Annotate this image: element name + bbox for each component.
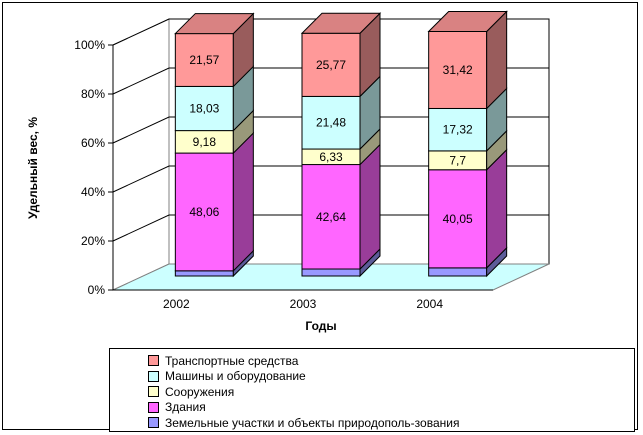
legend-label: Земельные участки и объекты природополь-…: [165, 415, 460, 430]
data-label: 21,57: [189, 53, 219, 67]
x-axis-title: Годы: [305, 319, 336, 333]
legend-item: Машины и оборудование: [148, 369, 306, 384]
gridline: [112, 214, 549, 242]
bar-segment: [174, 270, 234, 277]
bar-top: [427, 10, 508, 32]
data-label: 6,33: [319, 150, 343, 164]
bar-segment: [174, 152, 234, 272]
y-tick-label: 40%: [81, 185, 105, 199]
x-tick-label: 2004: [416, 297, 443, 311]
data-label: 31,42: [443, 63, 473, 77]
bar-side: [232, 131, 254, 273]
bar-top: [174, 13, 255, 35]
bar-segment: [301, 268, 361, 277]
gridline: [112, 116, 549, 144]
side-wall: [112, 18, 170, 291]
gridline: [112, 18, 549, 46]
y-tick-label: 20%: [81, 234, 105, 248]
bar-segment: [428, 267, 488, 277]
x-tick-label: 2003: [290, 297, 317, 311]
legend-label: Здания: [165, 400, 206, 414]
bar-segment: [301, 164, 361, 270]
y-tick-label: 60%: [81, 136, 105, 150]
legend-item: Сооружения: [148, 384, 234, 399]
bar-segment: [428, 169, 488, 269]
data-label: 9,18: [193, 135, 217, 149]
gridline: [112, 67, 549, 95]
legend-label: Машины и оборудование: [165, 369, 306, 383]
legend-item: Транспортные средства: [148, 353, 298, 368]
chart-frame: 0%20%40%60%80%100%2,1148,069,1818,0321,5…: [2, 2, 638, 432]
bar-segment: [174, 33, 234, 87]
y-tick-label: 0%: [88, 283, 106, 297]
legend-item: Земельные участки и объекты природополь-…: [148, 415, 459, 430]
y-tick-label: 80%: [81, 87, 105, 101]
data-label: 42,64: [316, 210, 346, 224]
legend-swatch: [148, 401, 159, 413]
legend-item: Здания: [148, 400, 206, 415]
chart-plot: 0%20%40%60%80%100%2,1148,069,1818,0321,5…: [26, 10, 550, 333]
legend-label: Сооружения: [165, 384, 235, 399]
x-tick-label: 2002: [163, 297, 190, 311]
legend: Транспортные средства Машины и оборудован…: [109, 348, 635, 432]
gridline: [112, 165, 549, 193]
bar-side: [359, 143, 381, 271]
bar-segment: [428, 30, 488, 109]
data-label: 25,77: [316, 58, 346, 72]
y-axis-title: Удельный вес, %: [26, 117, 40, 219]
legend-swatch: [148, 417, 159, 428]
data-label: 17,32: [443, 123, 473, 137]
bar-segment: [428, 107, 488, 152]
data-label: 21,48: [316, 116, 346, 130]
data-label: 48,06: [189, 205, 219, 219]
bar-top: [300, 12, 382, 34]
data-label: 40,05: [443, 212, 473, 226]
legend-swatch: [148, 355, 159, 366]
bar-side: [486, 148, 508, 270]
legend-swatch: [148, 386, 159, 397]
legend-label: Транспортные средства: [165, 353, 299, 368]
data-label: 7,7: [449, 153, 466, 167]
bar-segment: [301, 32, 361, 97]
legend-swatch: [148, 370, 159, 382]
data-label: 18,03: [189, 102, 219, 116]
y-tick-label: 100%: [74, 38, 105, 52]
